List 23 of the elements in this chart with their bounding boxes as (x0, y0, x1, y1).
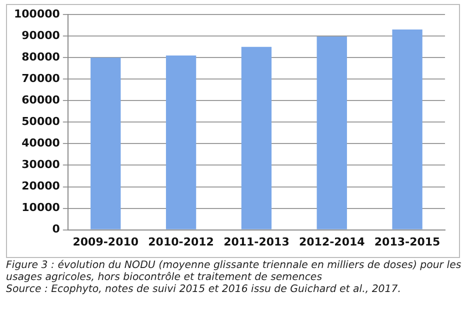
y-tick-label: 30000 (22, 158, 60, 172)
y-tick-label: 0 (52, 222, 60, 236)
y-tick-label: 50000 (22, 115, 60, 128)
x-tick-label: 2010-2012 (148, 235, 214, 248)
y-tick-label: 100000 (14, 7, 60, 20)
source-note: Source : Ecophyto, notes de suivi 2015 et 2016 issu de Guichard et al., 2017. (6, 284, 402, 296)
bar (166, 55, 196, 230)
bar (241, 46, 272, 230)
y-tick-label: 60000 (22, 94, 60, 107)
y-tick-label: 20000 (22, 180, 60, 193)
y-tick-label: 90000 (22, 28, 60, 42)
bar (90, 58, 121, 230)
x-tick-label: 2011-2013 (224, 235, 290, 248)
caption: Figure 3 : évolution du NODU (moyenne glissante triennale en milliers de doses) pour les usages agricoles, hors biocontrôle et traitement de semences (6, 260, 462, 284)
y-tick-label: 70000 (22, 72, 60, 86)
x-tick-label: 2012-2014 (298, 235, 366, 248)
x-tick-label: 2013-2015 (374, 235, 440, 248)
y-tick-label: 80000 (22, 50, 60, 64)
y-tick-label: 40000 (22, 136, 60, 150)
bar (316, 36, 347, 230)
bar (392, 29, 422, 230)
y-tick-label: 10000 (22, 201, 60, 214)
x-tick-label: 2009-2010 (72, 235, 139, 248)
